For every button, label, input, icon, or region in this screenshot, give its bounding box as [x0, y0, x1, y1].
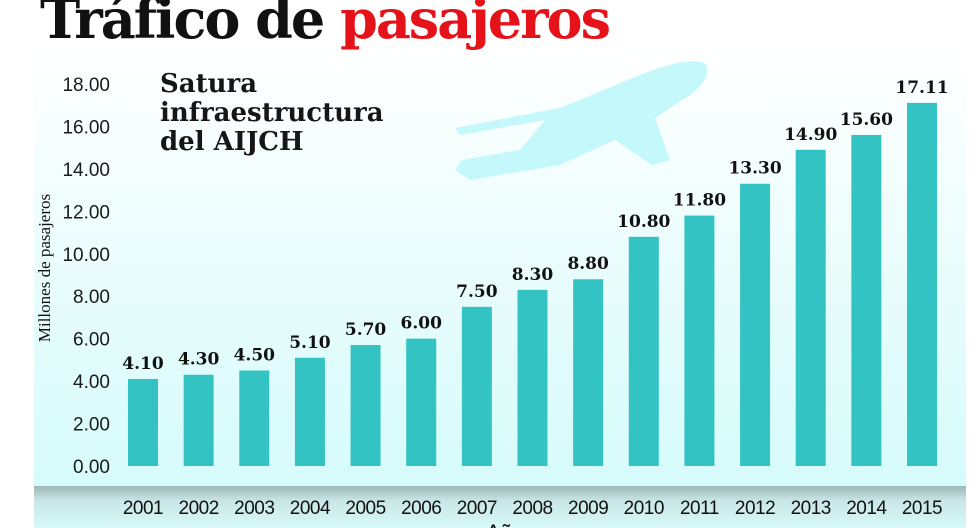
bar-2011 [684, 215, 715, 466]
bar-2002 [183, 374, 214, 466]
x-tick-label: 2004 [290, 498, 331, 519]
x-tick-label: 2006 [401, 498, 441, 519]
bar-2009 [573, 279, 604, 466]
x-axis-band [34, 486, 966, 528]
bar-2010 [628, 236, 659, 466]
x-tick-label: 2009 [568, 498, 608, 519]
data-label: 7.50 [456, 282, 498, 302]
data-label: 10.80 [617, 212, 670, 232]
bar-2015 [907, 102, 937, 466]
x-axis-label: Años [486, 520, 535, 528]
bar-2008 [517, 289, 548, 466]
data-label: 8.80 [567, 254, 609, 274]
x-tick-label: 2002 [179, 498, 219, 519]
airplane-icon [455, 61, 708, 180]
y-tick-label: 10.00 [62, 245, 110, 266]
chart-title: Tráfico de pasajeros [40, 0, 611, 54]
x-tick-label: 2012 [735, 498, 775, 519]
data-label: 4.30 [178, 350, 220, 370]
y-tick-label: 4.00 [73, 372, 110, 393]
bar-2003 [239, 370, 270, 466]
x-tick-label: 2010 [624, 498, 664, 519]
data-label: 13.30 [728, 159, 781, 179]
data-label: 5.70 [345, 320, 387, 340]
x-tick-label: 2007 [457, 498, 497, 519]
x-tick-label: 2001 [123, 498, 163, 519]
y-tick-label: 12.00 [62, 202, 110, 223]
bar-2004 [294, 357, 325, 466]
x-tick-label: 2013 [791, 498, 831, 519]
y-tick-label: 0.00 [73, 457, 110, 478]
bar-2014 [851, 134, 882, 466]
x-tick-label: 2005 [345, 498, 385, 519]
bar-2005 [350, 345, 381, 466]
y-tick-label: 2.00 [73, 415, 110, 436]
y-tick-label: 18.00 [62, 75, 110, 96]
data-label: 15.60 [840, 110, 893, 130]
x-tick-label: 2011 [680, 498, 719, 519]
y-tick-label: 8.00 [73, 287, 110, 308]
bar-2006 [406, 338, 437, 466]
y-axis-label: Millones de pasajeros [35, 194, 54, 342]
bar-2007 [461, 306, 492, 466]
y-tick-label: 14.00 [62, 160, 110, 181]
data-label: 6.00 [401, 314, 443, 334]
data-label: 11.80 [673, 191, 726, 211]
title-part-1: Tráfico de [40, 0, 325, 51]
data-label: 14.90 [784, 125, 837, 145]
title-part-2: pasajeros [340, 0, 611, 51]
x-tick-label: 2008 [512, 498, 552, 519]
x-tick-label: 2014 [846, 498, 887, 519]
bar-2013 [795, 149, 826, 467]
y-tick-label: 6.00 [73, 330, 110, 351]
x-tick-label: 2003 [234, 498, 274, 519]
bar-2001 [128, 378, 158, 466]
data-label: 17.11 [895, 78, 948, 98]
y-tick-label: 16.00 [62, 117, 110, 138]
bar-2012 [740, 183, 771, 466]
x-tick-label: 2015 [902, 498, 942, 519]
data-label: 4.50 [234, 346, 276, 366]
data-label: 5.10 [289, 333, 331, 353]
data-label: 4.10 [122, 354, 164, 374]
chart-subtitle: Satura infraestructura del AIJCH [160, 69, 384, 157]
data-label: 8.30 [512, 265, 554, 285]
